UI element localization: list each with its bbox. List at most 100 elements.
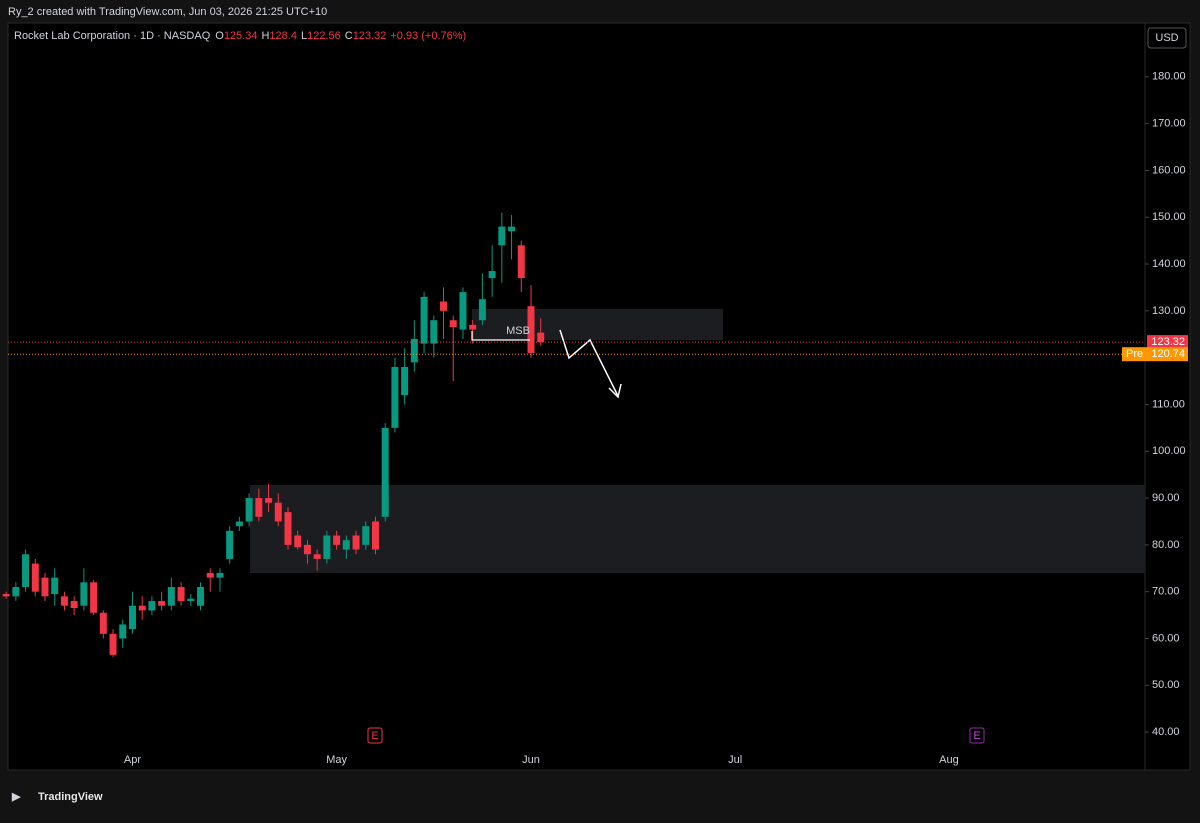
candle-body	[342, 540, 350, 550]
candle-body	[255, 498, 263, 517]
demand-zone	[250, 485, 1145, 573]
candles	[2, 212, 545, 658]
candle-body	[2, 594, 10, 597]
legend: Rocket Lab Corporation · 1D · NASDAQ O125…	[14, 30, 466, 42]
candle-body	[119, 624, 127, 639]
candle-body	[158, 601, 166, 606]
candle-body	[323, 535, 331, 559]
y-tick-label: 60.00	[1152, 632, 1180, 644]
y-tick-label: 110.00	[1152, 398, 1185, 410]
y-tick-label: 90.00	[1152, 492, 1180, 504]
candle-body	[109, 633, 117, 655]
candle-body	[51, 577, 59, 595]
currency-label[interactable]: USD	[1155, 32, 1178, 44]
candle-body	[488, 271, 496, 279]
candle-body	[401, 367, 409, 396]
logo-mark: ▶	[11, 791, 21, 803]
last-price-label: 123.32	[1151, 336, 1185, 348]
watermark: TradingView	[38, 791, 103, 803]
projection-arrow	[559, 329, 619, 397]
candle-body	[99, 612, 107, 634]
l-value: 122.56	[307, 30, 341, 42]
y-tick-label: 160.00	[1152, 164, 1186, 176]
candle-body	[148, 601, 156, 611]
candle-body	[187, 598, 195, 602]
h-value: 128.4	[269, 30, 297, 42]
candle-body	[60, 596, 68, 606]
earnings-marker[interactable]	[969, 727, 985, 744]
y-tick-label: 170.00	[1152, 118, 1186, 130]
candle-body	[527, 306, 535, 353]
candle-body	[352, 535, 360, 550]
candle-body	[235, 521, 243, 527]
x-tick-label: May	[326, 754, 347, 766]
candle-body	[31, 563, 39, 592]
candle-body	[449, 320, 457, 328]
msb-label: MSB	[506, 325, 530, 337]
candle-body	[90, 582, 98, 613]
candle-body	[167, 586, 175, 606]
x-tick-label: Jun	[522, 754, 540, 766]
candle-body	[138, 605, 146, 611]
candle-body	[12, 586, 20, 597]
earnings-label[interactable]: E	[973, 730, 980, 742]
candle-body	[22, 554, 30, 587]
candle-body	[381, 427, 389, 517]
last-price-badge	[1147, 335, 1188, 350]
earnings-marker[interactable]	[367, 727, 383, 744]
o-prefix: O	[215, 30, 224, 42]
plot-area	[7, 22, 1191, 771]
candle-body	[469, 324, 477, 330]
pre-market-tag: Pre	[1126, 348, 1143, 360]
currency-button[interactable]	[1147, 27, 1187, 49]
arrow-head	[608, 383, 622, 399]
y-tick-label: 140.00	[1152, 258, 1186, 270]
candle-body	[478, 299, 486, 321]
candle-body	[371, 521, 379, 550]
candle-body	[420, 296, 428, 344]
symbol: Rocket Lab Corporation · 1D · NASDAQ	[14, 30, 211, 42]
y-tick-label: 130.00	[1152, 305, 1186, 317]
y-tick-label: 70.00	[1152, 586, 1180, 598]
candle-body	[177, 586, 185, 602]
candle-body	[430, 320, 438, 344]
candle-body	[498, 226, 506, 246]
candle-body	[216, 572, 224, 578]
y-tick-label: 150.00	[1152, 211, 1186, 223]
candle-body	[294, 535, 302, 548]
candle-body	[206, 572, 214, 578]
pre-market-badge	[1122, 347, 1188, 362]
candle-body	[265, 498, 273, 503]
y-tick-label: 50.00	[1152, 679, 1180, 691]
c-prefix: C	[345, 30, 353, 42]
c-value: 123.32	[353, 30, 387, 42]
candle-body	[41, 577, 49, 597]
y-tick-label: 80.00	[1152, 539, 1180, 551]
candle-body	[197, 586, 205, 606]
h-prefix: H	[261, 30, 269, 42]
candle-body	[440, 301, 448, 311]
candle-body	[362, 526, 370, 545]
x-tick-label: Aug	[939, 754, 959, 766]
y-tick-label: 100.00	[1152, 445, 1186, 457]
o-value: 125.34	[224, 30, 258, 42]
candle-body	[303, 544, 311, 555]
msb-line	[471, 331, 530, 341]
candle-body	[226, 530, 234, 559]
candle-body	[128, 605, 136, 630]
pre-market-label: 120.74	[1151, 348, 1185, 360]
y-tick-label: 180.00	[1152, 71, 1186, 83]
candle-body	[80, 582, 88, 606]
candle-body	[459, 292, 467, 330]
earnings-label[interactable]: E	[371, 730, 378, 742]
x-tick-label: Jul	[728, 754, 742, 766]
candle-body	[517, 245, 525, 279]
candle-body	[313, 554, 321, 559]
candle-body	[410, 338, 418, 363]
supply-zone	[472, 309, 723, 340]
candle-body	[333, 535, 341, 545]
l-prefix: L	[301, 30, 307, 42]
top-bar-text: Ry_2 created with TradingView.com, Jun 0…	[8, 6, 327, 18]
